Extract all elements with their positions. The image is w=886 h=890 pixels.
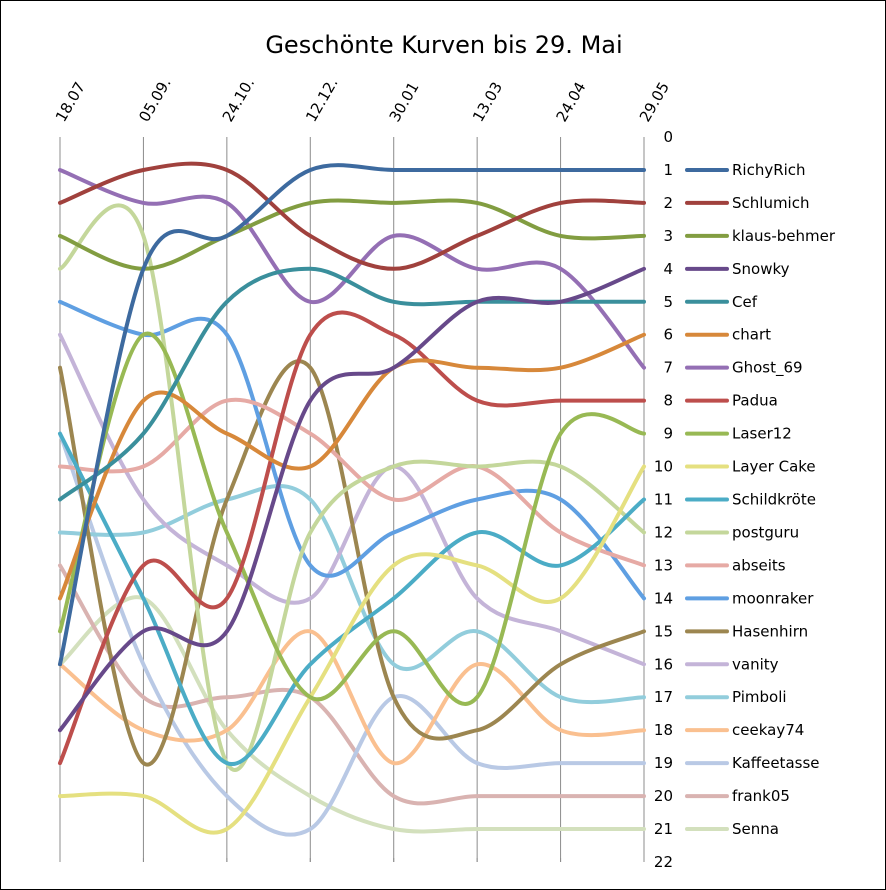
x-tick-label: 24.10.: [219, 75, 258, 125]
series-line-postguru: [58, 203, 646, 772]
y-tick-label: 12: [654, 523, 673, 541]
series-line-klaus-behmer: [58, 198, 646, 271]
series-line-richyrich: [58, 163, 646, 667]
legend-label: Schildkröte: [732, 491, 816, 509]
series-line-ghost-69: [58, 168, 646, 370]
legend-label: ceekay74: [732, 721, 804, 739]
legend-label: abseits: [732, 556, 786, 574]
y-tick-label: 14: [654, 589, 673, 607]
x-tick-label: 12.12.: [302, 75, 341, 125]
legend-label: Cef: [732, 293, 758, 311]
legend-label: Layer Cake: [732, 458, 816, 476]
x-tick-labels: 18.07 05.09. 24.10. 12.12. 30.01 13.03 24.04 29…: [52, 75, 673, 125]
series-lines: [58, 161, 646, 837]
y-tick-label: 3: [663, 227, 673, 245]
series-line-layer-cake: [58, 464, 646, 835]
x-tick-label: 13.03: [469, 79, 506, 125]
legend-label: chart: [732, 326, 771, 344]
y-tick-label: 7: [663, 359, 673, 377]
y-tick-label: 5: [663, 293, 673, 311]
y-tick-label: 18: [654, 721, 673, 739]
y-tick-label: 6: [663, 326, 673, 344]
series-line-chart: [58, 332, 646, 601]
legend-label: Senna: [732, 820, 779, 838]
series-line-schildkr-te: [58, 431, 646, 767]
series-line-laser12: [58, 331, 646, 706]
y-tick-label: 2: [663, 194, 673, 212]
legend-label: postguru: [732, 523, 799, 541]
y-tick-label: 0: [663, 128, 673, 146]
chart-title: Geschönte Kurven bis 29. Mai: [265, 31, 622, 59]
series-line-snowky: [58, 266, 646, 733]
series-line-hasenhirn: [58, 359, 646, 767]
y-tick-label: 8: [663, 392, 673, 410]
series-line-abseits: [58, 397, 646, 568]
legend-label: Kaffeetasse: [732, 754, 820, 772]
y-tick-label: 15: [654, 622, 673, 640]
legend-label: Hasenhirn: [732, 622, 808, 640]
x-tick-label: 05.09.: [135, 75, 174, 125]
x-tick-label: 18.07: [52, 79, 89, 125]
series-line-schlumich: [58, 161, 646, 271]
x-tick-label: 24.04: [552, 79, 589, 125]
x-tick-label: 30.01: [386, 79, 423, 125]
series-line-padua: [58, 310, 646, 766]
y-tick-label: 22: [654, 853, 673, 871]
series-line-moonraker: [58, 299, 646, 601]
y-tick-label: 21: [654, 820, 673, 838]
series-line-pimboli: [58, 483, 646, 705]
legend-label: vanity: [732, 655, 779, 673]
legend: RichyRich Schlumich klaus-behmer Snowky Cef c…: [685, 161, 836, 838]
series-line-kaffeetasse: [58, 431, 646, 837]
y-tick-label: 9: [663, 425, 673, 443]
series-line-vanity: [58, 332, 646, 667]
y-tick-label: 16: [654, 655, 673, 673]
y-tick-label: 17: [654, 688, 673, 706]
series-line-frank05: [58, 563, 646, 806]
legend-label: Snowky: [732, 260, 790, 278]
y-tick-label: 20: [654, 787, 673, 805]
legend-label: Schlumich: [732, 194, 809, 212]
legend-label: moonraker: [732, 589, 814, 607]
legend-label: klaus-behmer: [732, 227, 836, 245]
series-line-ceekay74: [58, 629, 646, 766]
y-tick-label: 13: [654, 556, 673, 574]
y-tick-label: 19: [654, 754, 673, 772]
legend-label: Padua: [732, 392, 778, 410]
y-tick-label: 4: [663, 260, 673, 278]
y-tick-label: 1: [663, 161, 673, 179]
legend-label: Pimboli: [732, 688, 787, 706]
x-tick-label: 29.05: [636, 79, 673, 125]
legend-label: Ghost_69: [732, 359, 803, 378]
legend-label: Laser12: [732, 425, 792, 443]
legend-label: RichyRich: [732, 161, 806, 179]
y-tick-label: 10: [654, 458, 673, 476]
y-tick-label: 11: [654, 491, 673, 509]
legend-label: frank05: [732, 787, 790, 805]
